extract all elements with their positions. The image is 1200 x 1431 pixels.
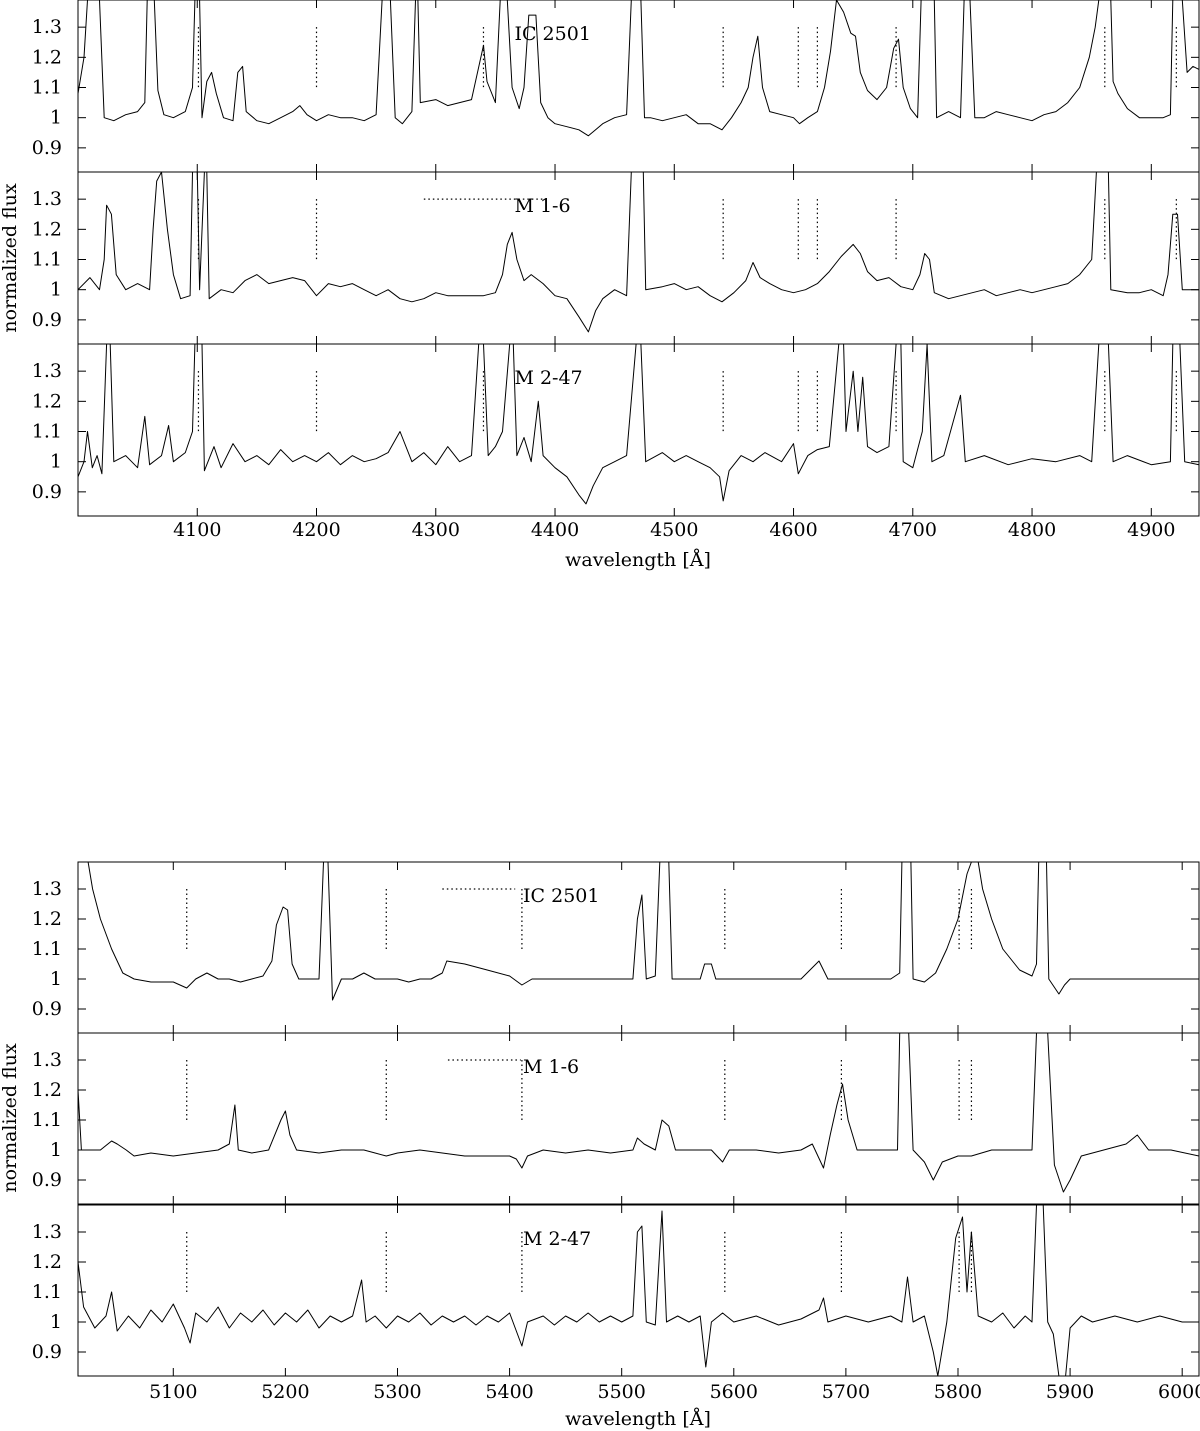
x-tick-label: 4500 — [650, 519, 698, 541]
panel-frame — [77, 861, 1200, 1034]
y-tick-label: 1.2 — [32, 1079, 62, 1101]
y-tick-label: 1.3 — [32, 1221, 62, 1243]
panel-frame — [77, 1032, 1200, 1205]
panel-frame — [77, 1204, 1200, 1377]
spectrum-label: M 2-47 — [523, 1228, 591, 1250]
x-axis-label: wavelength [Å] — [565, 1408, 711, 1430]
y-tick-label: 1.1 — [32, 249, 62, 271]
x-tick-label: 4300 — [412, 519, 460, 541]
spectrum-label: M 2-47 — [514, 367, 582, 389]
spectrum-line — [78, 862, 1199, 1001]
x-tick-label: 5100 — [149, 1381, 197, 1403]
spectrum-line — [78, 0, 1199, 137]
panel-frame — [77, 0, 1200, 173]
spectrum-line — [78, 172, 1199, 333]
y-tick-label: 1.3 — [32, 188, 62, 210]
y-tick-label: 0.9 — [32, 1169, 62, 1191]
spectrum-label: M 1-6 — [523, 1056, 579, 1078]
y-tick-label: 1.1 — [32, 1109, 62, 1131]
y-tick-label: 1.1 — [32, 421, 62, 443]
y-tick-label: 0.9 — [32, 309, 62, 331]
x-tick-label: 4200 — [292, 519, 340, 541]
x-tick-label: 4400 — [531, 519, 579, 541]
x-tick-label: 4700 — [889, 519, 937, 541]
y-tick-label: 0.9 — [32, 998, 62, 1020]
y-tick-label: 1.1 — [32, 1281, 62, 1303]
x-tick-label: 6000 — [1158, 1381, 1200, 1403]
panel-frame — [77, 343, 1200, 517]
panel-0: 0.9 1 1.1 1.2 1.3 IC 2501 — [32, 0, 1200, 173]
y-tick-label: 1 — [50, 1311, 62, 1333]
spectrum-label: IC 2501 — [514, 23, 590, 45]
y-tick-label: 1.2 — [32, 218, 62, 240]
y-tick-label: 1 — [50, 279, 62, 301]
panel-frame — [77, 171, 1200, 345]
panel-2: 0.9 1 1.1 1.2 1.3 M 2-47 — [32, 343, 1200, 517]
y-tick-label: 1.3 — [32, 16, 62, 38]
y-tick-label: 1.3 — [32, 1049, 62, 1071]
x-tick-label: 5400 — [485, 1381, 533, 1403]
y-tick-label: 1.2 — [32, 46, 62, 68]
x-axis-label: wavelength [Å] — [565, 549, 711, 571]
x-tick-label: 4800 — [1008, 519, 1056, 541]
x-tick-label: 4900 — [1127, 519, 1175, 541]
y-axis-label: normalized flux — [0, 183, 21, 333]
y-tick-label: 1.1 — [32, 938, 62, 960]
y-tick-label: 1.3 — [32, 360, 62, 382]
spectrum-line — [78, 1205, 1199, 1376]
panel-1: 0.9 1 1.1 1.2 1.3 M 1-6 — [32, 171, 1200, 345]
panel-2: 0.9 1 1.1 1.2 1.3 M 2-47 — [32, 1204, 1200, 1377]
chart-blue-range: wavelength [Å] normalized flux 0.9 1 1.1 1.… — [0, 0, 1200, 571]
x-tick-label: 5500 — [598, 1381, 646, 1403]
x-tick-label: 5600 — [710, 1381, 758, 1403]
y-tick-label: 1.2 — [32, 908, 62, 930]
y-tick-label: 0.9 — [32, 137, 62, 159]
x-tick-label: 4600 — [769, 519, 817, 541]
spectrum-line — [78, 1033, 1199, 1193]
x-tick-label: 5900 — [1046, 1381, 1094, 1403]
y-tick-label: 1.1 — [32, 77, 62, 99]
panel-1: 0.9 1 1.1 1.2 1.3 M 1-6 — [32, 1032, 1200, 1205]
y-tick-label: 1 — [50, 1139, 62, 1161]
y-tick-label: 0.9 — [32, 1341, 62, 1363]
y-tick-label: 1 — [50, 968, 62, 990]
y-tick-label: 0.9 — [32, 481, 62, 503]
y-tick-label: 1 — [50, 451, 62, 473]
panel-0: 0.9 1 1.1 1.2 1.3 IC 2501 — [32, 861, 1200, 1034]
x-tick-label: 5700 — [822, 1381, 870, 1403]
y-tick-label: 1.2 — [32, 390, 62, 412]
chart-red-range: wavelength [Å] normalized flux 0.9 1 1.1 1.… — [0, 861, 1200, 1430]
spectrum-line — [78, 344, 1199, 505]
y-tick-label: 1.3 — [32, 878, 62, 900]
spectrum-label: IC 2501 — [523, 885, 599, 907]
y-axis-label: normalized flux — [0, 1043, 21, 1193]
y-tick-label: 1.2 — [32, 1251, 62, 1273]
x-tick-label: 4100 — [173, 519, 221, 541]
x-tick-label: 5200 — [261, 1381, 309, 1403]
x-tick-label: 5800 — [934, 1381, 982, 1403]
x-tick-label: 5300 — [373, 1381, 421, 1403]
spectrum-label: M 1-6 — [514, 195, 570, 217]
y-tick-label: 1 — [50, 107, 62, 129]
